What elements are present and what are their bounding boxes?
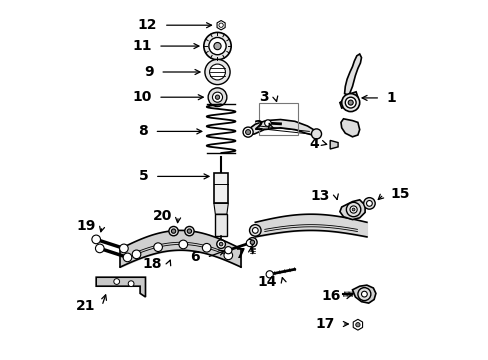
Text: 8: 8 [138, 125, 148, 138]
Circle shape [208, 37, 225, 55]
Circle shape [216, 240, 225, 248]
Circle shape [153, 243, 162, 252]
Circle shape [213, 42, 221, 50]
Text: 15: 15 [389, 188, 409, 201]
Circle shape [184, 226, 194, 236]
Polygon shape [329, 140, 337, 149]
Text: 12: 12 [138, 18, 157, 32]
Circle shape [95, 244, 104, 253]
Text: 20: 20 [152, 209, 171, 223]
Polygon shape [96, 277, 145, 297]
Text: 5: 5 [138, 170, 148, 183]
Polygon shape [339, 200, 365, 220]
Circle shape [202, 243, 211, 252]
Text: 4: 4 [308, 137, 318, 151]
Circle shape [357, 288, 370, 301]
Circle shape [128, 281, 134, 287]
Circle shape [187, 229, 191, 233]
Circle shape [246, 239, 253, 247]
Circle shape [349, 206, 356, 213]
Circle shape [363, 198, 374, 209]
Text: 13: 13 [310, 189, 329, 203]
Polygon shape [339, 92, 357, 108]
Text: 19: 19 [76, 219, 96, 233]
Polygon shape [213, 203, 228, 214]
Circle shape [179, 240, 187, 249]
Circle shape [265, 271, 273, 278]
Text: 14: 14 [257, 275, 276, 288]
Circle shape [204, 59, 230, 85]
Circle shape [132, 250, 141, 259]
Text: 10: 10 [132, 90, 151, 104]
Text: 21: 21 [76, 299, 95, 313]
Circle shape [247, 238, 257, 247]
Circle shape [311, 129, 321, 139]
Circle shape [250, 240, 254, 244]
Text: 9: 9 [144, 65, 153, 79]
Circle shape [224, 251, 232, 260]
Bar [258, 103, 298, 135]
Circle shape [120, 244, 128, 253]
Text: 16: 16 [321, 289, 340, 303]
Circle shape [168, 226, 178, 236]
Circle shape [264, 120, 270, 126]
Circle shape [347, 100, 352, 105]
Text: 17: 17 [315, 317, 335, 331]
Circle shape [346, 202, 360, 217]
Text: 18: 18 [142, 257, 162, 270]
Polygon shape [352, 319, 362, 330]
Circle shape [345, 97, 355, 108]
Circle shape [208, 88, 226, 107]
Text: 11: 11 [132, 39, 151, 53]
Circle shape [123, 253, 132, 262]
Polygon shape [352, 285, 375, 303]
Circle shape [203, 32, 231, 60]
Bar [213, 173, 228, 203]
Text: 2: 2 [253, 119, 263, 133]
Circle shape [212, 92, 222, 102]
Circle shape [171, 229, 175, 233]
Circle shape [243, 127, 253, 137]
Circle shape [215, 95, 219, 99]
Text: 1: 1 [386, 91, 396, 105]
Circle shape [341, 94, 359, 112]
Circle shape [249, 225, 261, 236]
Bar [215, 214, 226, 236]
Text: 6: 6 [190, 251, 200, 264]
Circle shape [355, 323, 359, 327]
Circle shape [361, 291, 366, 297]
Circle shape [219, 242, 223, 246]
Polygon shape [344, 54, 361, 95]
Circle shape [114, 279, 120, 284]
Circle shape [366, 201, 371, 206]
Polygon shape [247, 120, 316, 136]
Polygon shape [217, 21, 224, 30]
Text: 3: 3 [259, 90, 268, 104]
Circle shape [209, 64, 225, 80]
Circle shape [252, 228, 258, 233]
Circle shape [224, 247, 231, 254]
Circle shape [245, 130, 250, 135]
Text: 7: 7 [234, 247, 244, 261]
Circle shape [92, 235, 101, 244]
Polygon shape [340, 119, 359, 137]
Circle shape [351, 208, 354, 211]
